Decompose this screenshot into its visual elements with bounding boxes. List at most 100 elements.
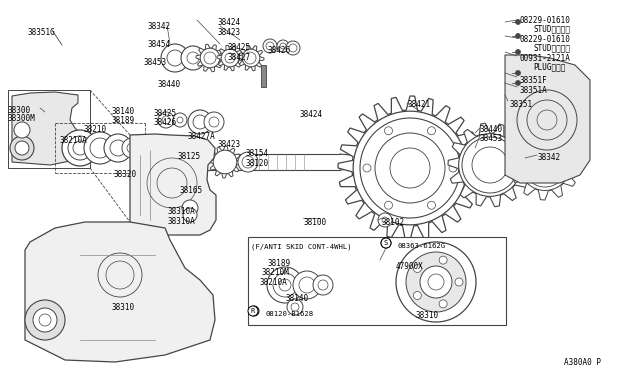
Text: 08363-6162G: 08363-6162G: [398, 243, 446, 249]
Circle shape: [406, 252, 466, 312]
Polygon shape: [196, 44, 224, 72]
Circle shape: [277, 40, 289, 52]
Circle shape: [267, 267, 303, 303]
Circle shape: [193, 115, 207, 129]
Text: 38425: 38425: [228, 43, 251, 52]
Circle shape: [39, 314, 51, 326]
Circle shape: [279, 279, 291, 291]
Text: 38351F: 38351F: [519, 76, 547, 85]
Text: 38351G: 38351G: [28, 28, 56, 37]
Polygon shape: [25, 222, 215, 362]
Circle shape: [396, 242, 476, 322]
Circle shape: [238, 152, 258, 172]
Text: 08229-01610: 08229-01610: [519, 35, 570, 44]
Circle shape: [213, 150, 237, 174]
Circle shape: [439, 256, 447, 264]
Text: 38189: 38189: [112, 116, 135, 125]
Circle shape: [221, 49, 239, 67]
Circle shape: [14, 122, 30, 138]
Circle shape: [181, 46, 205, 70]
Polygon shape: [505, 55, 590, 183]
Circle shape: [204, 112, 224, 132]
Text: 38102: 38102: [382, 218, 405, 227]
Circle shape: [318, 280, 328, 290]
Text: 38125: 38125: [177, 152, 200, 161]
Text: 38210A: 38210A: [259, 278, 287, 287]
Circle shape: [110, 140, 126, 156]
Text: STUDスタッド: STUDスタッド: [533, 24, 570, 33]
Circle shape: [363, 164, 371, 172]
Text: S: S: [384, 240, 388, 246]
Circle shape: [291, 303, 299, 311]
Circle shape: [449, 164, 457, 172]
Text: 38426: 38426: [154, 118, 177, 127]
Polygon shape: [12, 92, 82, 165]
Circle shape: [293, 271, 321, 299]
Circle shape: [382, 217, 388, 223]
Circle shape: [161, 44, 189, 72]
Text: 08120-B1628: 08120-B1628: [265, 311, 313, 317]
Circle shape: [360, 118, 460, 218]
Circle shape: [515, 49, 520, 55]
Text: 38310A: 38310A: [168, 217, 196, 226]
Circle shape: [353, 111, 467, 225]
Text: 38426: 38426: [268, 46, 291, 55]
Text: 38310: 38310: [112, 303, 135, 312]
Circle shape: [420, 266, 452, 298]
Circle shape: [122, 138, 142, 158]
Circle shape: [287, 299, 303, 315]
Text: 38424: 38424: [218, 18, 241, 27]
Text: 38421: 38421: [407, 100, 430, 109]
Circle shape: [15, 141, 29, 155]
Circle shape: [385, 201, 392, 209]
Polygon shape: [130, 134, 216, 235]
Text: 38427: 38427: [228, 53, 251, 62]
Circle shape: [104, 134, 132, 162]
Circle shape: [428, 127, 435, 135]
Text: 38210M: 38210M: [262, 268, 290, 277]
Circle shape: [375, 133, 445, 203]
Text: 38342: 38342: [537, 153, 560, 162]
Text: 38165: 38165: [180, 186, 203, 195]
Text: 38453: 38453: [144, 58, 167, 67]
Text: 38300M: 38300M: [8, 114, 36, 123]
Circle shape: [173, 113, 187, 127]
Circle shape: [378, 213, 392, 227]
Polygon shape: [338, 96, 482, 240]
Text: 38140: 38140: [112, 107, 135, 116]
Text: 38210: 38210: [84, 125, 107, 134]
Circle shape: [299, 277, 315, 293]
Circle shape: [289, 44, 297, 52]
Text: 38120: 38120: [246, 159, 269, 168]
Circle shape: [515, 33, 520, 38]
Text: PLUGプラグ: PLUGプラグ: [533, 62, 565, 71]
Bar: [248, 237, 506, 325]
Text: 38424: 38424: [300, 110, 323, 119]
Text: 38440: 38440: [158, 80, 181, 89]
Circle shape: [84, 132, 116, 164]
Text: 00931-2121A: 00931-2121A: [519, 54, 570, 63]
Text: 38454: 38454: [147, 40, 170, 49]
Circle shape: [428, 274, 444, 290]
Circle shape: [162, 116, 170, 124]
Circle shape: [204, 52, 216, 64]
Text: 38154: 38154: [246, 149, 269, 158]
Text: 38351: 38351: [510, 100, 533, 109]
Circle shape: [280, 43, 286, 49]
Circle shape: [33, 308, 57, 332]
Circle shape: [90, 138, 110, 158]
Circle shape: [242, 49, 260, 67]
Circle shape: [515, 80, 520, 86]
Circle shape: [263, 39, 277, 53]
Circle shape: [385, 127, 392, 135]
Polygon shape: [238, 45, 264, 71]
Circle shape: [225, 53, 235, 63]
Text: 38320: 38320: [114, 170, 137, 179]
Circle shape: [462, 137, 518, 193]
Text: 38342: 38342: [147, 22, 170, 31]
Text: 38310A: 38310A: [168, 207, 196, 216]
Text: 38140: 38140: [286, 294, 309, 303]
Text: 38300: 38300: [8, 106, 31, 115]
Circle shape: [248, 306, 258, 316]
Circle shape: [515, 19, 520, 25]
